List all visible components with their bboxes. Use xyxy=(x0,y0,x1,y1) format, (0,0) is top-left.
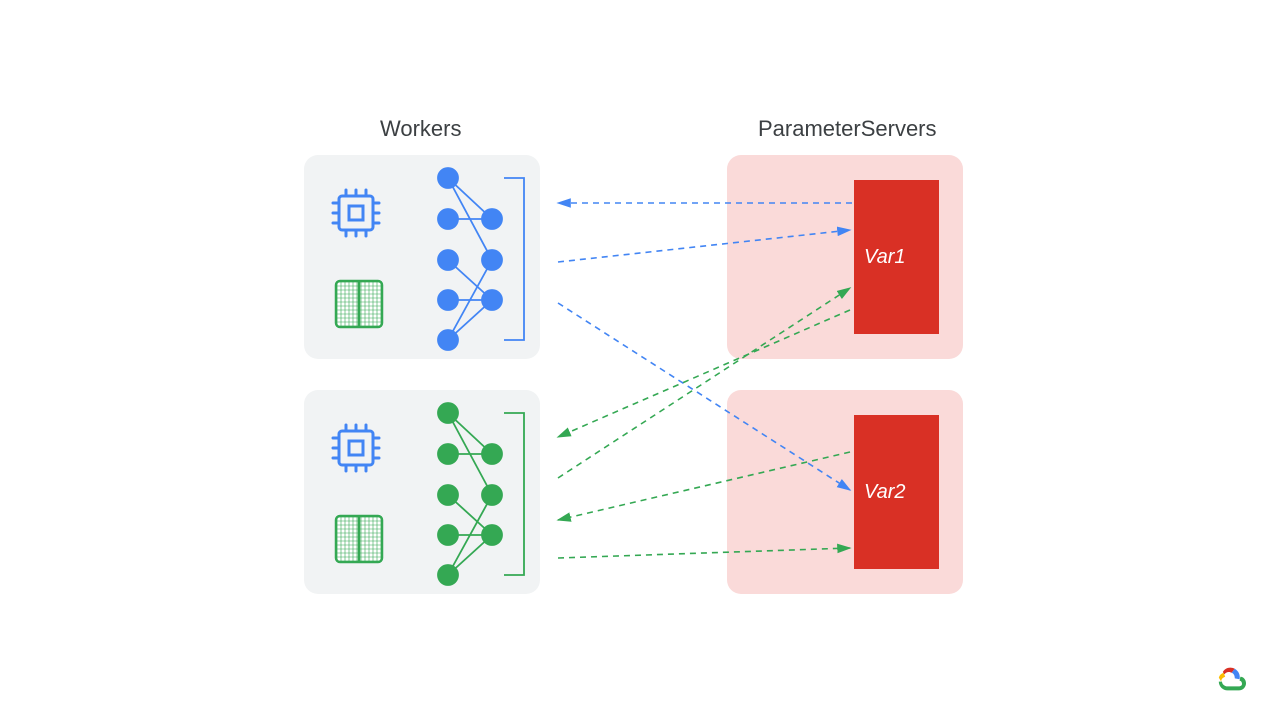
var1-box: Var1 xyxy=(854,180,939,334)
diagram-svg xyxy=(0,0,1280,720)
worker1-panel xyxy=(304,155,540,359)
worker2-panel xyxy=(304,390,540,594)
var2-label: Var2 xyxy=(864,481,906,504)
google-cloud-logo-icon xyxy=(1210,664,1250,696)
var1-label: Var1 xyxy=(864,246,906,269)
workers-label: Workers xyxy=(380,116,462,142)
var2-box: Var2 xyxy=(854,415,939,569)
paramservers-label: ParameterServers xyxy=(758,116,937,142)
